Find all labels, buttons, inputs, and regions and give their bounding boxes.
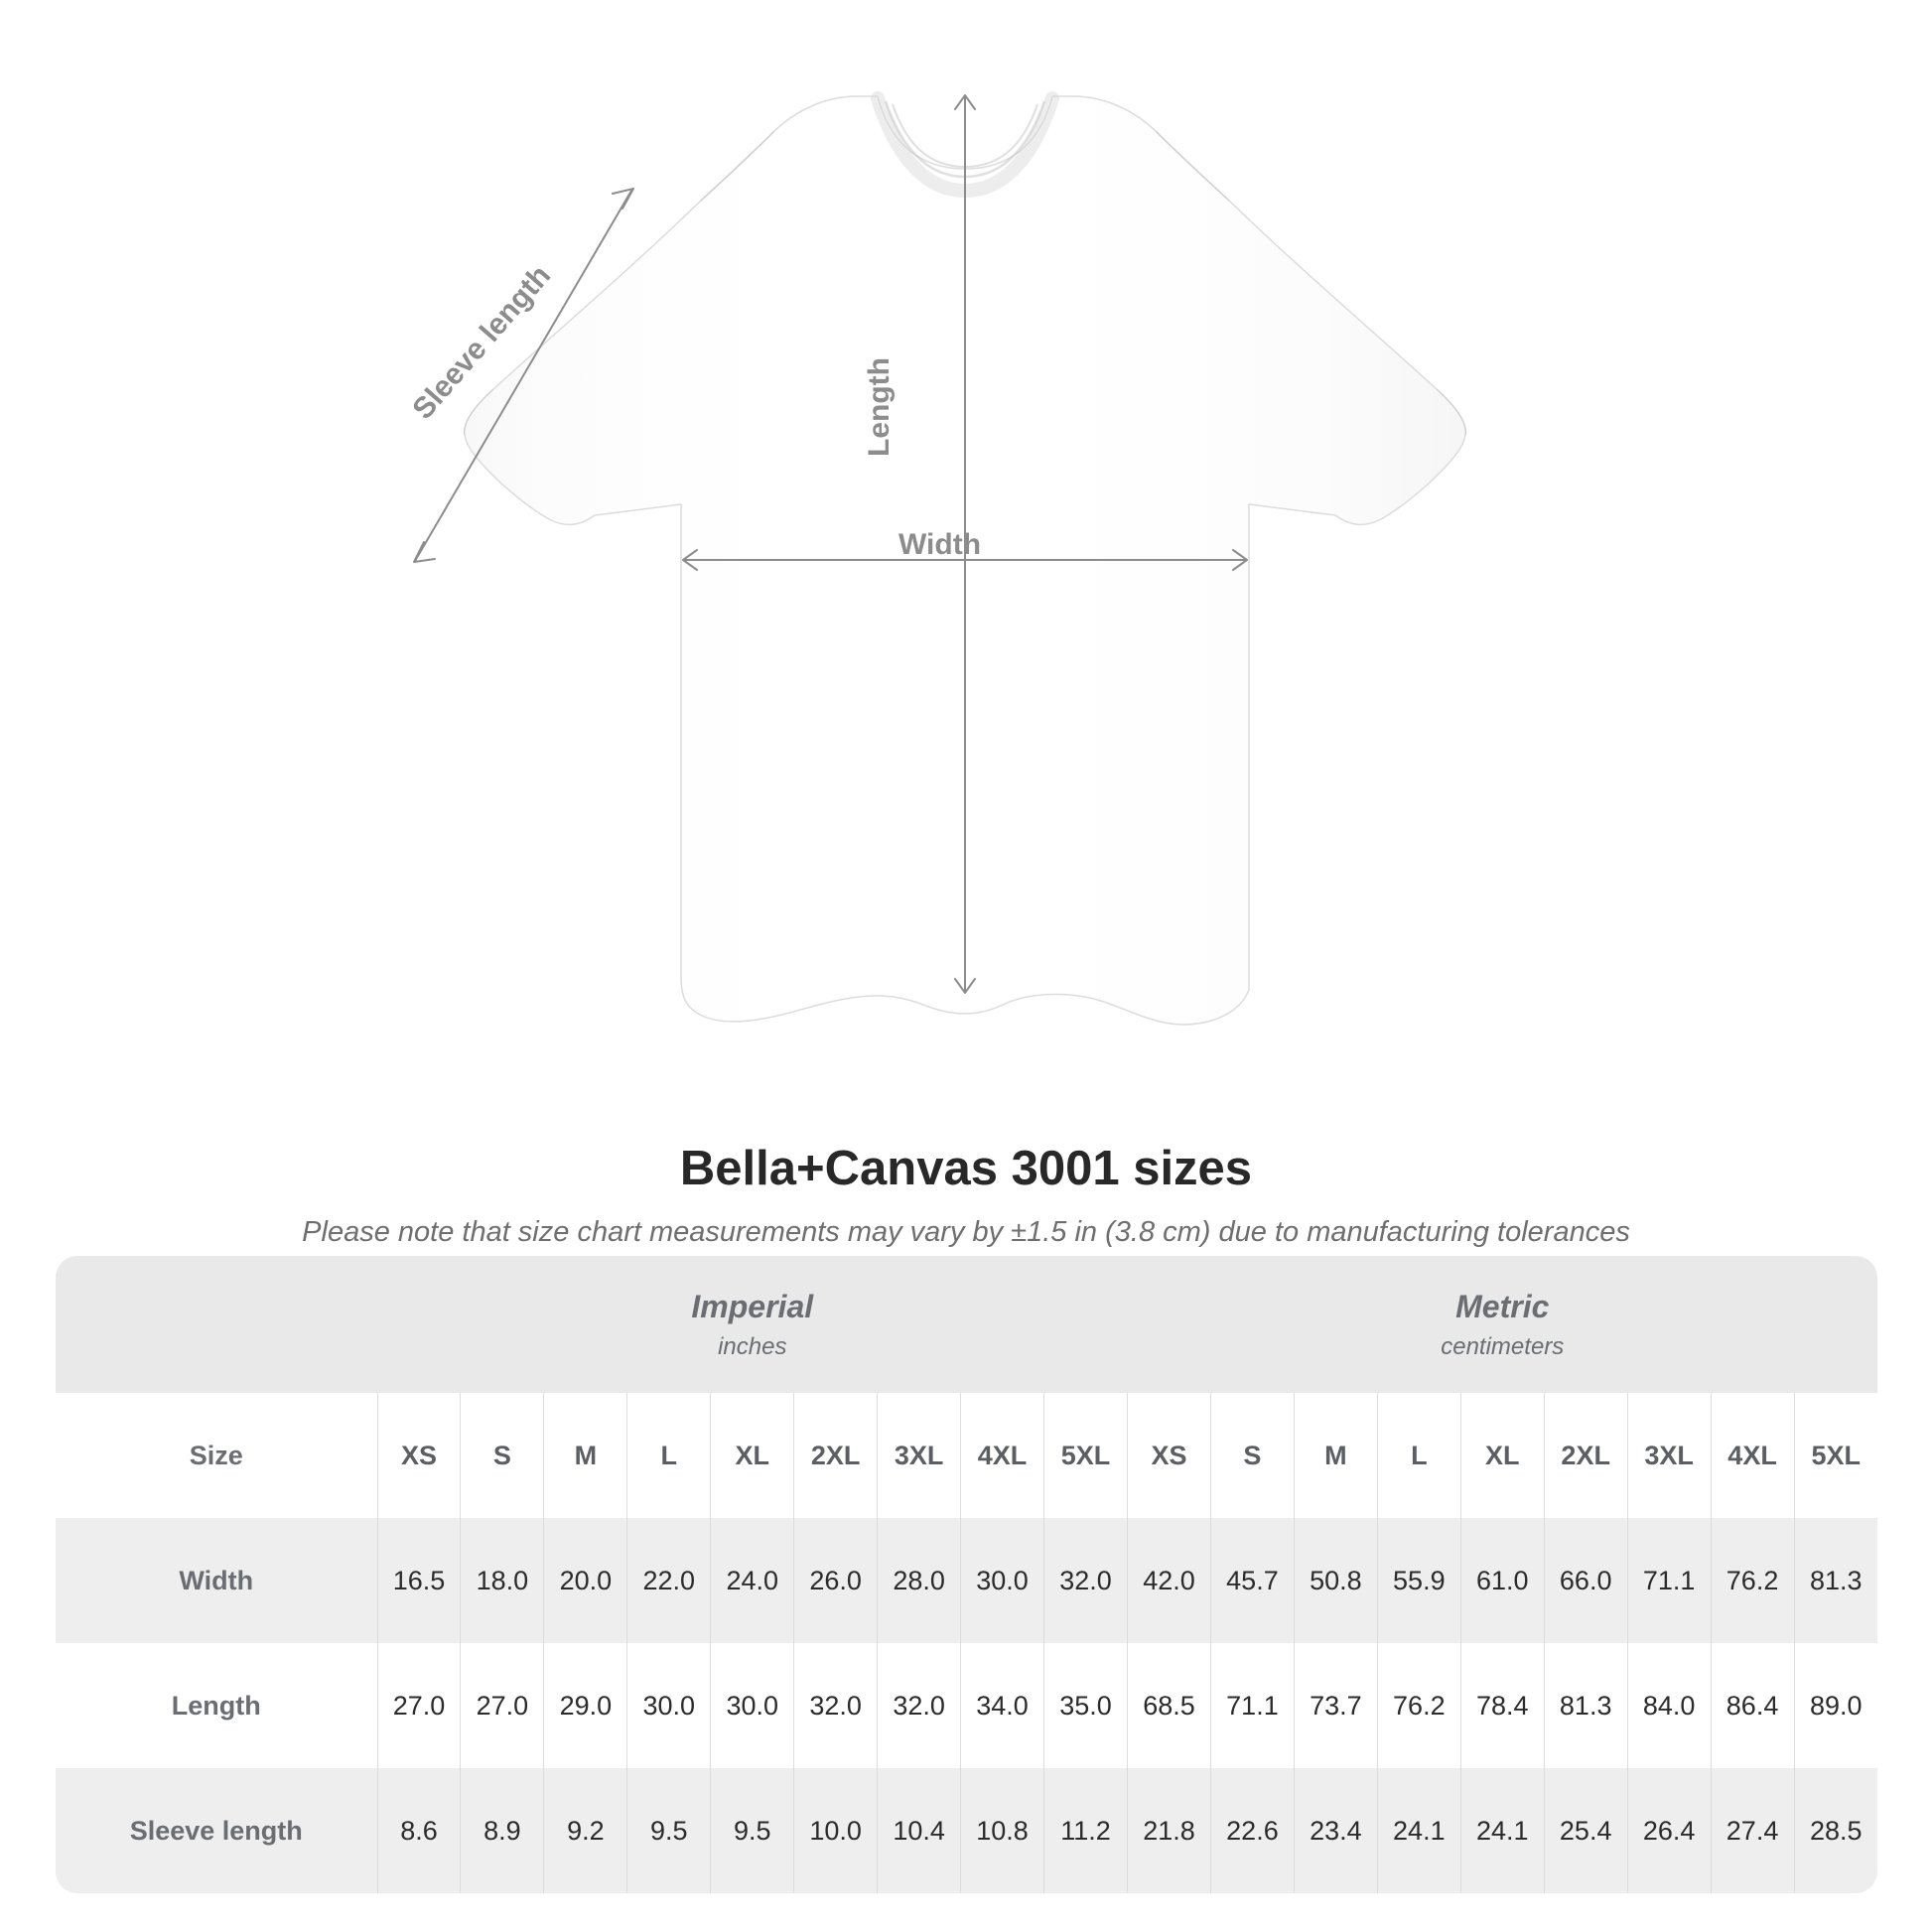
svg-text:Length: Length [863,357,896,457]
svg-text:Width: Width [898,528,981,561]
